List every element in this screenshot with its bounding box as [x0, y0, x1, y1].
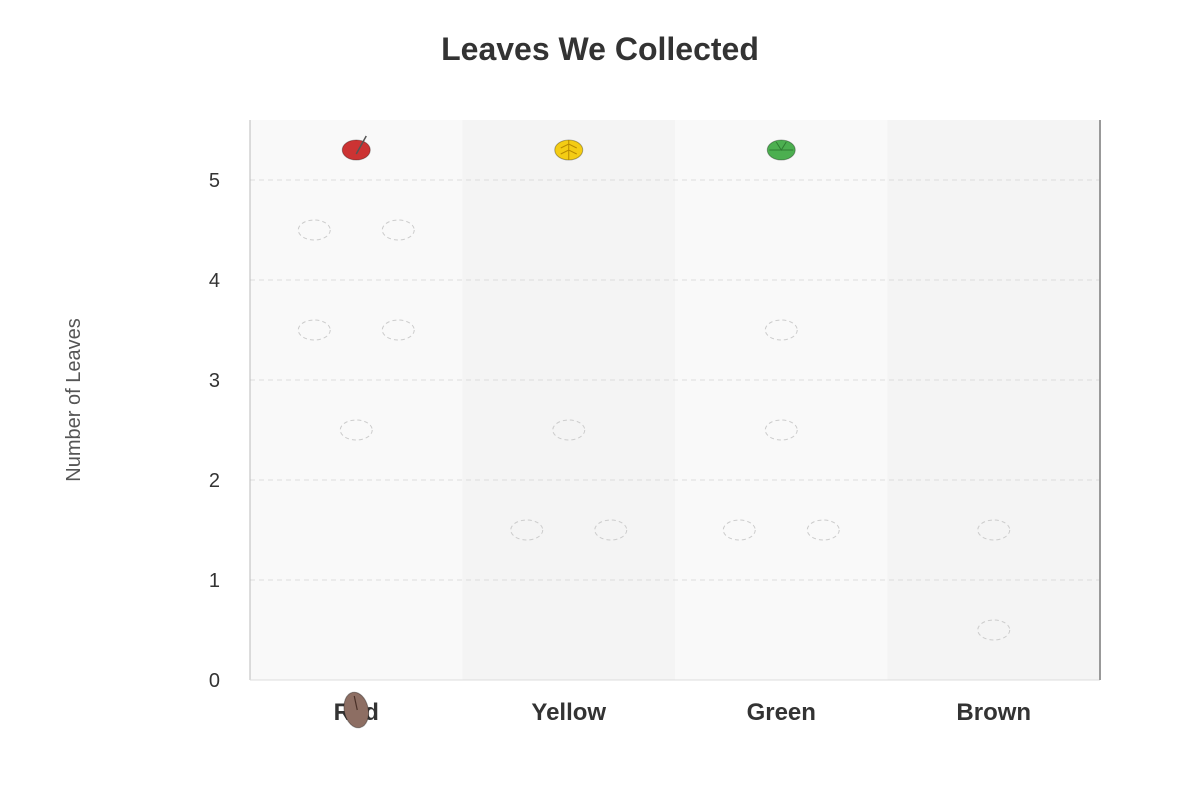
leaf-body — [341, 139, 371, 161]
empty-leaf-slots — [297, 219, 1011, 641]
empty-leaf-slot — [510, 519, 544, 541]
empty-leaf-slot — [381, 319, 415, 341]
empty-leaf-slot — [297, 319, 331, 341]
empty-leaf-slot — [297, 219, 331, 241]
chart-title: Leaves We Collected — [441, 31, 759, 67]
y-axis-label: Number of Leaves — [63, 318, 85, 481]
empty-leaf-slot — [381, 219, 415, 241]
column-bg-green — [675, 120, 888, 680]
leaf-mark-yellow — [554, 139, 584, 161]
empty-leaf-slot — [806, 519, 840, 541]
empty-leaf-slot — [339, 419, 373, 441]
empty-leaf-slot — [977, 519, 1011, 541]
empty-leaf-slot — [594, 519, 628, 541]
leaf-veins — [560, 140, 577, 160]
y-tick-2: 2 — [209, 470, 220, 492]
leaf-marks — [341, 135, 796, 729]
gridlines — [250, 179, 1100, 581]
column-backgrounds — [250, 120, 1100, 680]
empty-leaf-slot — [764, 319, 798, 341]
column-bg-yellow — [462, 120, 675, 680]
x-tick-green: Green — [747, 699, 816, 726]
y-tick-labels: 0 1 2 3 4 5 — [209, 170, 220, 692]
empty-leaf-slot — [722, 519, 756, 541]
axes — [249, 120, 1101, 681]
y-tick-5: 5 — [209, 170, 220, 192]
leaf-veins — [769, 141, 794, 151]
empty-leaf-slot — [977, 619, 1011, 641]
y-tick-3: 3 — [209, 370, 220, 392]
x-tick-labels: RedYellowGreenBrown — [334, 699, 1032, 726]
leaf-vein — [353, 695, 358, 711]
y-tick-0: 0 — [209, 670, 220, 692]
leaf-stem — [355, 135, 367, 155]
x-tick-brown: Brown — [956, 699, 1031, 726]
leaf-mark-red — [341, 135, 371, 161]
empty-leaf-slot — [552, 419, 586, 441]
x-tick-yellow: Yellow — [531, 699, 606, 726]
column-bg-brown — [887, 120, 1100, 680]
empty-leaf-slot — [764, 419, 798, 441]
column-bg-red — [250, 120, 463, 680]
leaf-mark-green — [766, 139, 796, 161]
y-tick-1: 1 — [209, 570, 220, 592]
leaf-body — [343, 691, 370, 729]
leaf-mark-brown — [343, 691, 370, 729]
y-tick-4: 4 — [209, 270, 220, 292]
